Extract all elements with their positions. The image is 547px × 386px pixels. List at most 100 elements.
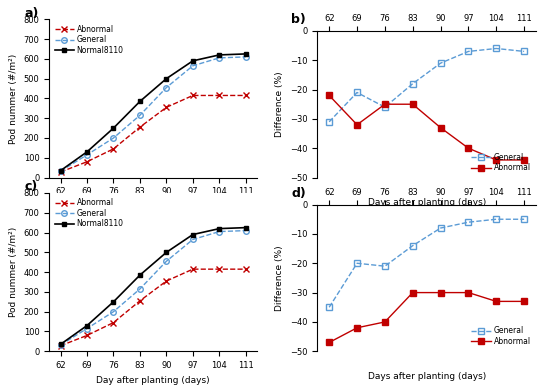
General [216,56,223,60]
Normal8110 [163,76,170,81]
General [326,120,333,124]
Normal8110 [84,149,90,154]
General [163,85,170,90]
Abnormal [437,125,444,130]
Normal8110 [137,99,143,104]
General [57,343,64,347]
Normal8110 [190,59,196,63]
Abnormal [382,102,388,107]
General [437,61,444,66]
Normal8110 [216,52,223,57]
General [190,237,196,242]
Line: General: General [327,217,527,310]
Text: Days after planting (days): Days after planting (days) [368,372,486,381]
General [84,152,90,157]
Abnormal [521,157,527,162]
Abnormal [493,299,499,304]
General [84,326,90,331]
General [137,113,143,118]
General [521,217,527,222]
Y-axis label: Difference (%): Difference (%) [275,71,284,137]
Abnormal [190,93,196,98]
Text: b): b) [291,13,306,26]
Abnormal [216,93,223,98]
Text: d): d) [291,187,306,200]
Abnormal [437,290,444,295]
Legend: Abnormal, General, Normal8110: Abnormal, General, Normal8110 [53,23,125,56]
Normal8110 [110,300,117,304]
Legend: Abnormal, General, Normal8110: Abnormal, General, Normal8110 [53,197,125,230]
Abnormal [521,299,527,304]
Abnormal [216,267,223,271]
Line: Abnormal: Abnormal [57,266,249,349]
Normal8110 [242,225,249,230]
General [521,49,527,54]
Abnormal [465,146,472,151]
General [382,264,388,269]
Abnormal [190,267,196,271]
Abnormal [326,340,333,345]
General [163,259,170,264]
X-axis label: Day after planting (days): Day after planting (days) [96,202,210,211]
General [190,63,196,68]
General [354,90,360,95]
General [110,135,117,140]
General [382,105,388,110]
Normal8110 [57,342,64,347]
Line: Normal8110: Normal8110 [58,225,248,347]
Text: Days after planting (days): Days after planting (days) [368,198,486,207]
General [465,220,472,225]
General [465,49,472,54]
Abnormal [465,290,472,295]
General [410,243,416,248]
Line: Normal8110: Normal8110 [58,51,248,173]
Line: Abnormal: Abnormal [327,93,527,163]
Line: General: General [58,228,248,348]
General [410,81,416,86]
Normal8110 [110,126,117,130]
Abnormal [163,279,170,283]
Abnormal [110,147,117,151]
Normal8110 [57,168,64,173]
Abnormal [242,93,249,98]
Abnormal [137,298,143,303]
Abnormal [354,325,360,330]
Abnormal [57,170,64,174]
General [216,229,223,234]
Legend: General, Abnormal: General, Abnormal [470,151,532,174]
Normal8110 [84,323,90,328]
Abnormal [326,93,333,98]
Normal8110 [242,52,249,56]
Abnormal [410,290,416,295]
General [493,46,499,51]
Abnormal [493,157,499,162]
Abnormal [84,333,90,338]
Abnormal [410,102,416,107]
Line: Abnormal: Abnormal [327,290,527,345]
Y-axis label: Difference (%): Difference (%) [275,245,284,311]
General [57,169,64,174]
Abnormal [354,122,360,127]
Legend: General, Abnormal: General, Abnormal [470,325,532,347]
Text: c): c) [24,180,38,193]
General [242,228,249,233]
Abnormal [163,105,170,110]
General [137,287,143,291]
Abnormal [57,344,64,348]
Text: a): a) [24,7,39,20]
Abnormal [137,125,143,129]
Normal8110 [190,232,196,237]
General [326,305,333,310]
General [242,54,249,59]
Abnormal [382,320,388,324]
Y-axis label: Pod nummer (#/m²): Pod nummer (#/m²) [9,53,18,144]
Line: General: General [58,54,248,174]
Y-axis label: Pod nummer (#/m²): Pod nummer (#/m²) [9,227,18,317]
Normal8110 [137,273,143,278]
Line: General: General [327,46,527,125]
Normal8110 [216,226,223,231]
Abnormal [110,320,117,325]
Abnormal [84,159,90,164]
General [354,261,360,266]
General [493,217,499,222]
